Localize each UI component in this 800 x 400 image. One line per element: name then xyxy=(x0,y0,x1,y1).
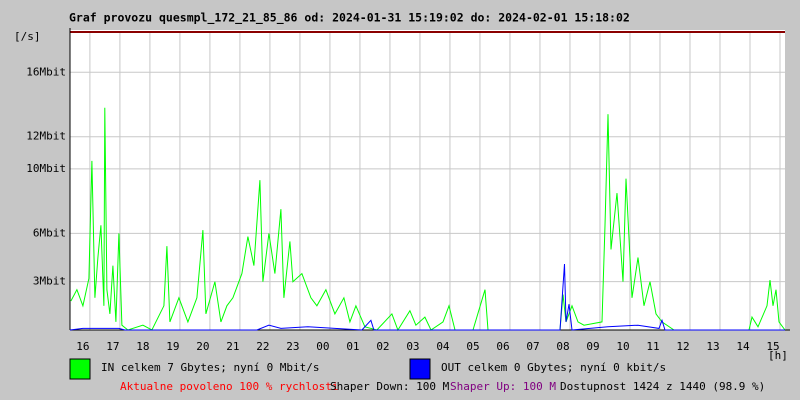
x-tick-label: 21 xyxy=(226,340,239,353)
legend-swatch xyxy=(409,358,431,380)
x-tick-label: 00 xyxy=(316,340,329,353)
chart-title: Graf provozu quesmpl_172_21_85_86 od: 20… xyxy=(69,11,630,26)
legend-label: IN celkem 7 Gbytes; nyní 0 Mbit/s xyxy=(101,361,320,374)
y-tick-label: 10Mbit xyxy=(26,162,66,175)
x-tick-label: 19 xyxy=(166,340,179,353)
x-tick-label: 12 xyxy=(676,340,689,353)
footer-text: Dostupnost 1424 z 1440 (98.9 %) xyxy=(560,380,765,393)
y-tick-label: 16Mbit xyxy=(26,65,66,78)
x-tick-label: 09 xyxy=(586,340,599,353)
x-tick-label: 08 xyxy=(556,340,569,353)
y-tick-label: 12Mbit xyxy=(26,130,66,143)
footer-text: Shaper Up: 100 M xyxy=(450,380,556,393)
y-tick-label: 6Mbit xyxy=(33,226,66,239)
x-tick-label: 06 xyxy=(496,340,509,353)
x-tick-label: 18 xyxy=(136,340,149,353)
y-tick-label: 3Mbit xyxy=(33,275,66,288)
x-tick-label: 01 xyxy=(346,340,359,353)
x-tick-label: 11 xyxy=(646,340,659,353)
x-tick-label: 03 xyxy=(406,340,419,353)
x-tick-label: 23 xyxy=(286,340,299,353)
plot-area xyxy=(70,30,785,330)
legend-label: OUT celkem 0 Gbytes; nyní 0 kbit/s xyxy=(441,361,666,374)
x-tick-label: 17 xyxy=(106,340,119,353)
y-axis-label: [/s] xyxy=(14,30,41,43)
series-line xyxy=(69,263,785,331)
x-tick-label: 04 xyxy=(436,340,450,353)
x-axis-label: [h] xyxy=(768,349,788,362)
x-tick-label: 14 xyxy=(736,340,750,353)
x-tick-label: 16 xyxy=(76,340,89,353)
x-tick-label: 05 xyxy=(466,340,479,353)
footer-text: Aktualne povoleno 100 % rychlosti xyxy=(120,380,339,393)
x-tick-label: 02 xyxy=(376,340,389,353)
x-tick-label: 10 xyxy=(616,340,629,353)
x-tick-label: 15 xyxy=(766,340,779,353)
footer-text: Shaper Down: 100 M xyxy=(330,380,450,393)
x-tick-label: 07 xyxy=(526,340,539,353)
x-tick-label: 20 xyxy=(196,340,209,353)
legend-swatch xyxy=(69,358,91,380)
series-line xyxy=(70,107,786,332)
x-tick-label: 22 xyxy=(256,340,269,353)
x-tick-label: 13 xyxy=(706,340,719,353)
